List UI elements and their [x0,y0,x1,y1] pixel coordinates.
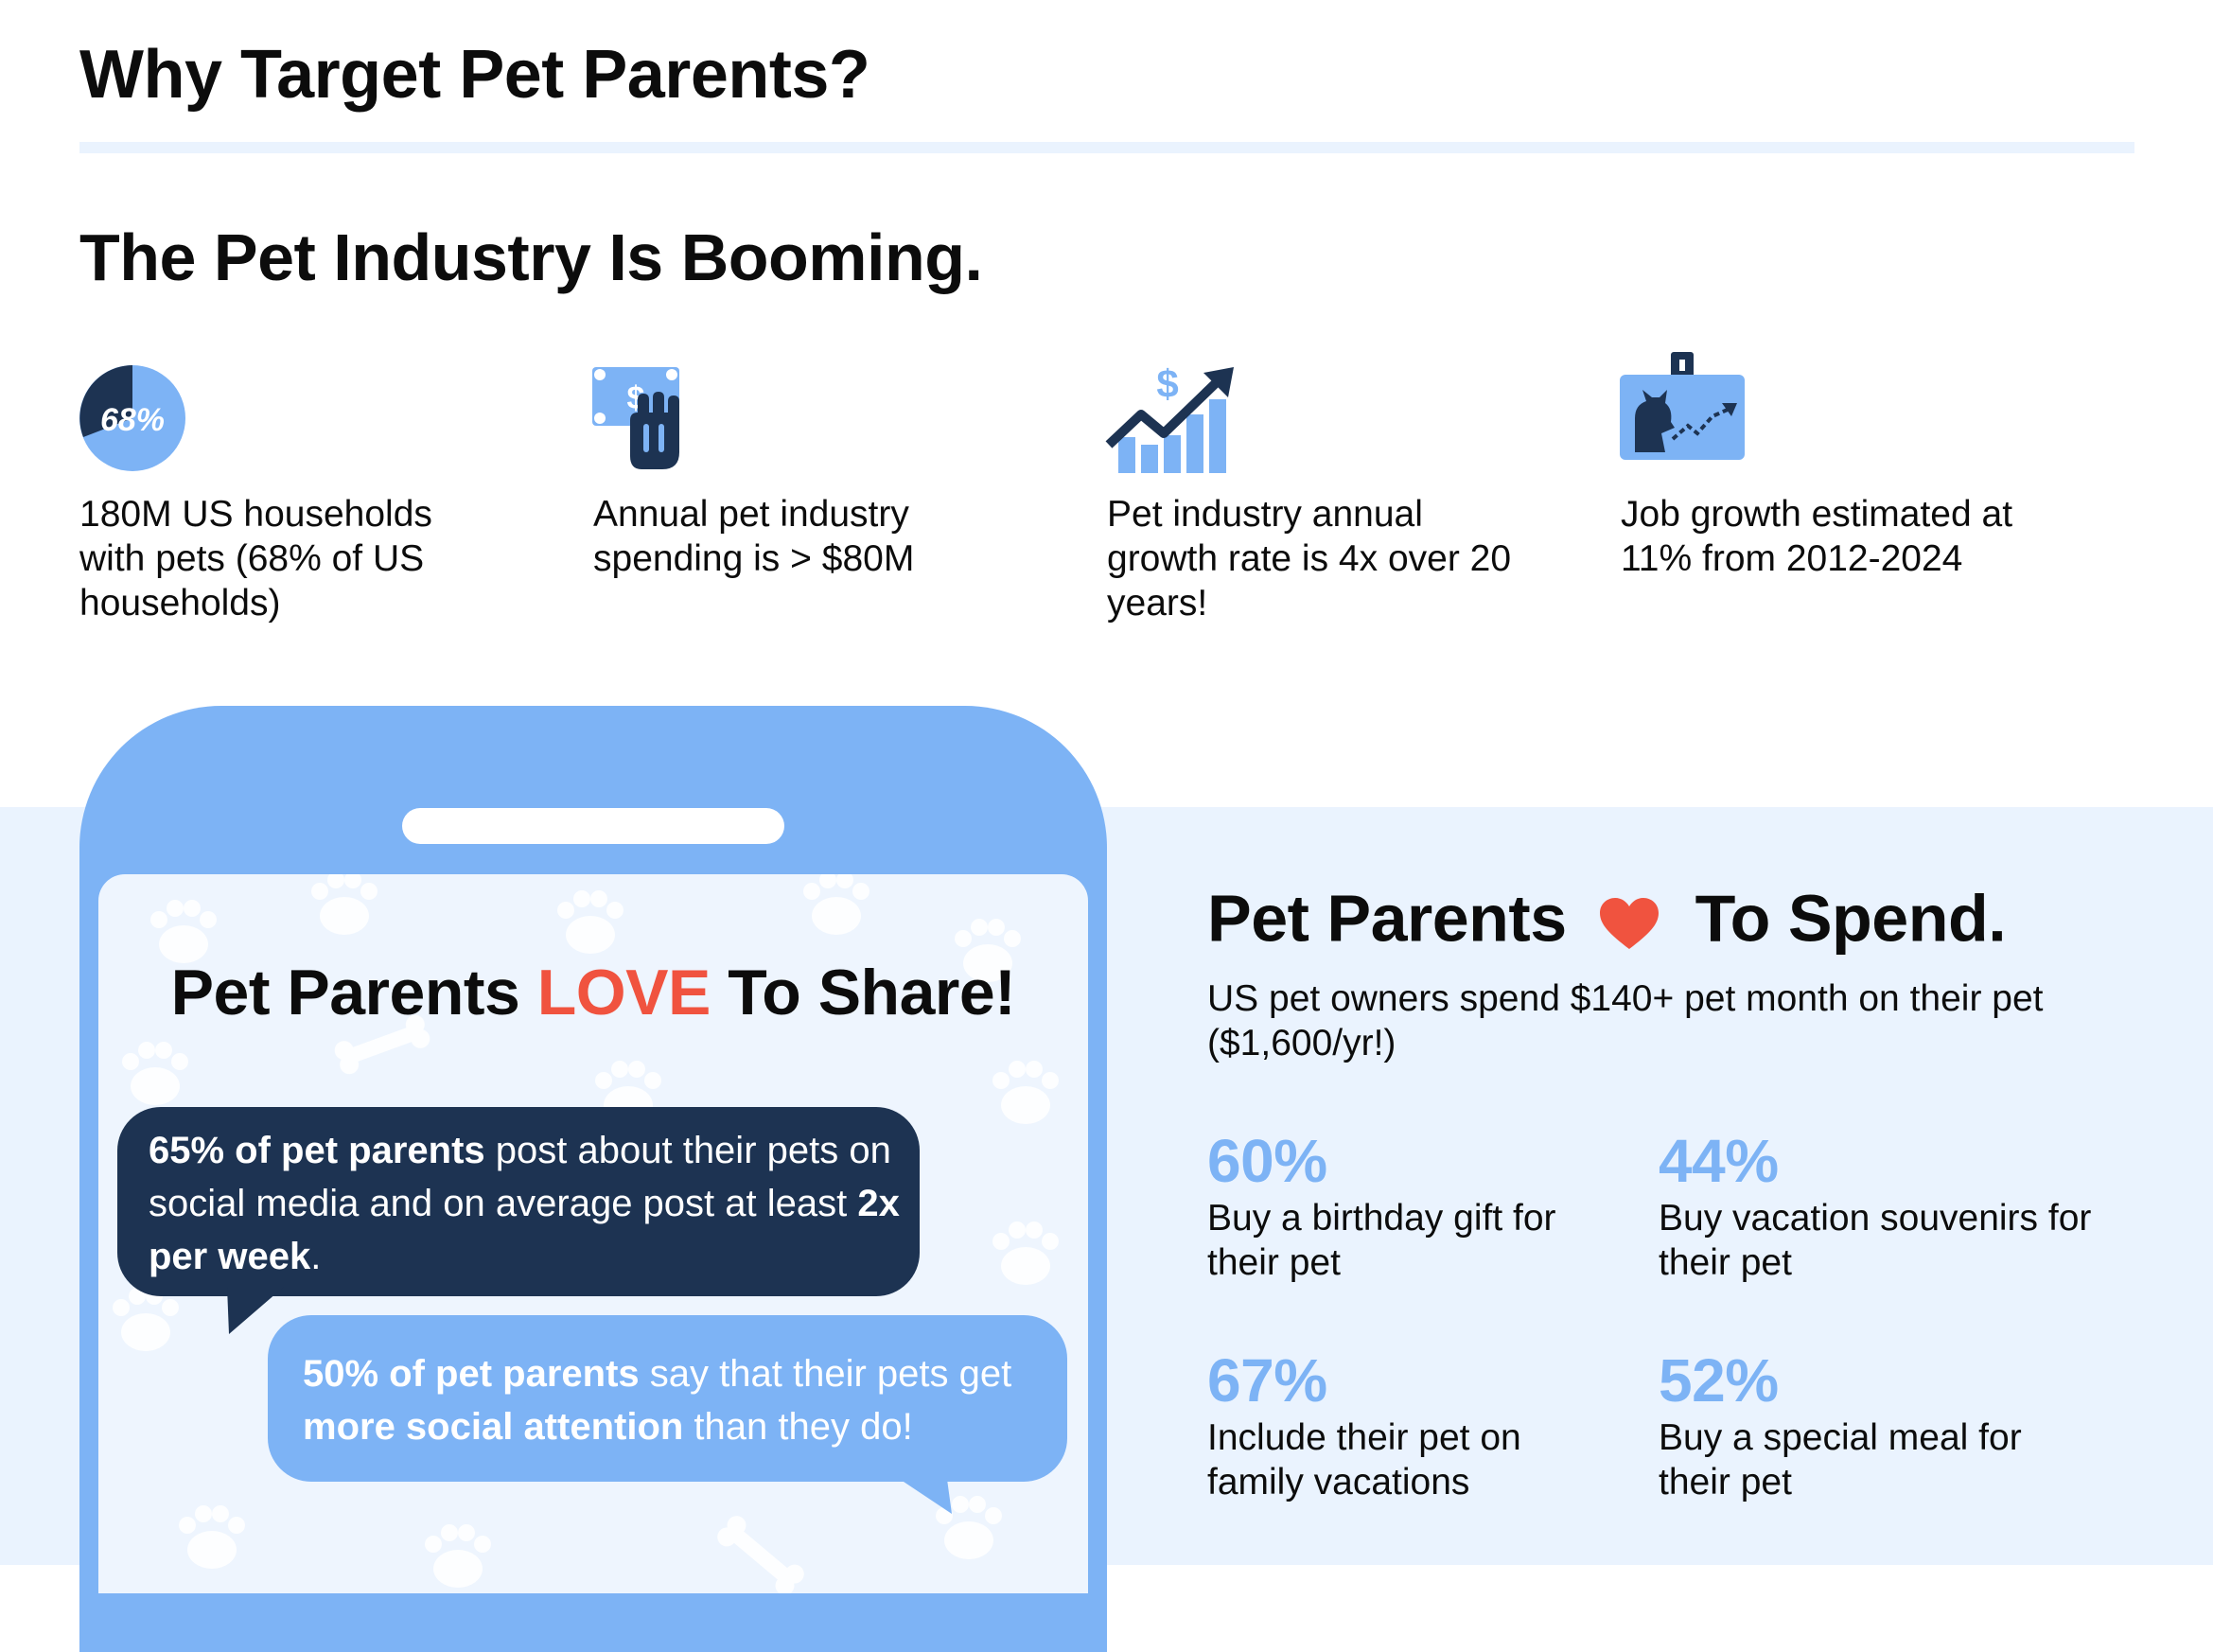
bubble-tail-light [889,1472,952,1514]
pie-chart-68-icon: 68% [78,363,187,473]
bubble2-text: 50% of pet parents say that their pets g… [303,1353,1012,1448]
fact-label: Buy a birthday gift for their pet [1207,1198,1556,1283]
stat-spending: Annual pet industry spending is > $80M [593,494,915,579]
stat-job-growth: Job growth estimated at 11% from 2012-20… [1621,494,2013,579]
stat-growth-rate: Pet industry annual growth rate is 4x ov… [1107,494,1512,624]
spend-heading: Pet Parents To Spend. [1207,881,2007,957]
fact-label: Buy a special meal for their pet [1659,1417,2022,1503]
fact-label: Buy vacation souvenirs for their pet [1659,1198,2092,1283]
chat-bubble-dark [117,1107,920,1296]
chat-bubble-light [268,1315,1067,1482]
svg-text:68%: 68% [100,402,165,438]
industry-heading: The Pet Industry Is Booming. [79,220,983,294]
spend-subtitle: US pet owners spend $140+ pet month on t… [1207,978,2044,1063]
header-divider [79,142,2134,153]
page-title: Why Target Pet Parents? [79,37,870,113]
svg-text:$: $ [1156,361,1178,406]
fact-special-meal: 52% Buy a special meal for their pet [1659,1345,2094,1504]
fact-vacations: 67% Include their pet on family vacation… [1207,1345,1605,1504]
stat-households: 180M US households with pets (68% of US … [79,494,432,624]
bubble1-text: 65% of pet parents post about their pets… [149,1130,900,1277]
money-hand-icon: $ [590,361,704,475]
share-heading: Pet Parents LOVE To Share! [170,957,1016,1028]
phone-speaker [402,808,784,844]
job-growth-board-icon [1618,352,1747,462]
heart-icon [1598,881,1660,957]
fact-percent: 44% [1659,1127,1779,1195]
fact-percent: 67% [1207,1346,1327,1415]
growth-chart-icon: $ [1105,358,1238,477]
fact-birthday: 60% Buy a birthday gift for their pet [1207,1126,1605,1285]
paw-pattern-icon [113,874,1059,1593]
fact-label: Include their pet on family vacations [1207,1417,1521,1503]
fact-souvenirs: 44% Buy vacation souvenirs for their pet [1659,1126,2094,1285]
bubble-tail-dark [227,1287,284,1334]
love-word: LOVE [536,957,711,1028]
fact-percent: 52% [1659,1346,1779,1415]
fact-percent: 60% [1207,1127,1327,1195]
